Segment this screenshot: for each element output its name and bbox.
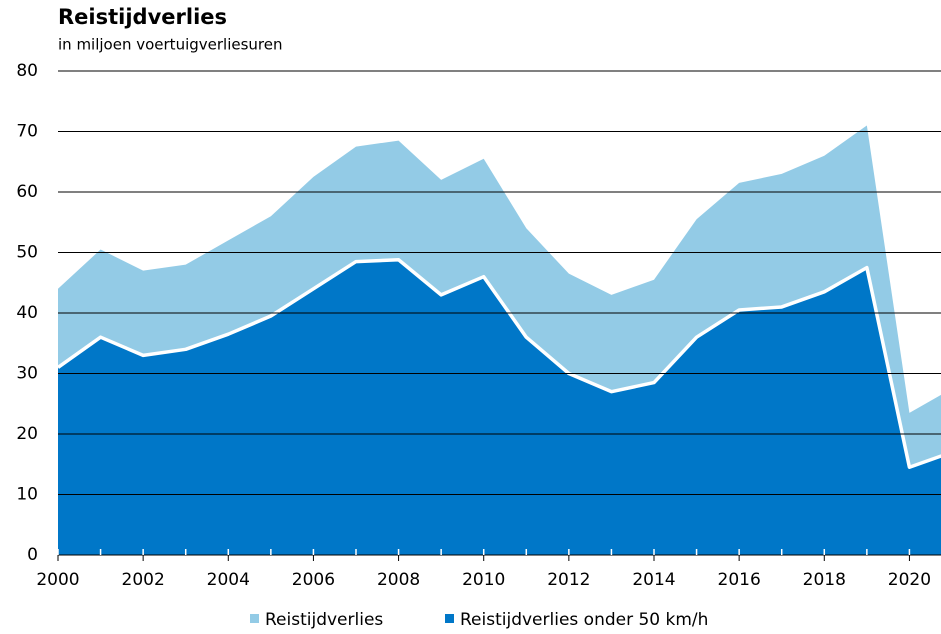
y-tick-label: 20 bbox=[16, 424, 38, 444]
legend-swatch bbox=[445, 614, 454, 623]
legend-label: Reistijdverlies bbox=[265, 610, 383, 630]
x-tick-label: 2006 bbox=[292, 570, 335, 590]
x-tick-label: 2010 bbox=[462, 570, 505, 590]
x-tick-label: 2000 bbox=[36, 570, 79, 590]
y-tick-label: 60 bbox=[16, 182, 38, 202]
x-tick-label: 2016 bbox=[718, 570, 761, 590]
x-tick-label: 2020 bbox=[888, 570, 931, 590]
x-tick-label: 2012 bbox=[547, 570, 590, 590]
x-tick-label: 2018 bbox=[803, 570, 846, 590]
x-tick-label: 2008 bbox=[377, 570, 420, 590]
y-tick-label: 50 bbox=[16, 243, 38, 263]
x-tick-label: 2014 bbox=[632, 570, 675, 590]
legend-swatch bbox=[250, 614, 259, 623]
x-tick-label: 2002 bbox=[122, 570, 165, 590]
y-tick-label: 10 bbox=[16, 485, 38, 505]
legend-label: Reistijdverlies onder 50 km/h bbox=[460, 610, 708, 630]
area bbox=[58, 259, 941, 555]
y-tick-label: 70 bbox=[16, 122, 38, 142]
y-tick-label: 80 bbox=[16, 61, 38, 81]
area-edge bbox=[56, 258, 941, 470]
y-tick-label: 30 bbox=[16, 364, 38, 384]
y-tick-label: 0 bbox=[27, 545, 38, 565]
chart-title: Reistijdverlies bbox=[58, 5, 227, 29]
x-tick-label: 2004 bbox=[207, 570, 250, 590]
y-tick-label: 40 bbox=[16, 303, 38, 323]
chart-subtitle: in miljoen voertuigverliesuren bbox=[58, 36, 283, 54]
